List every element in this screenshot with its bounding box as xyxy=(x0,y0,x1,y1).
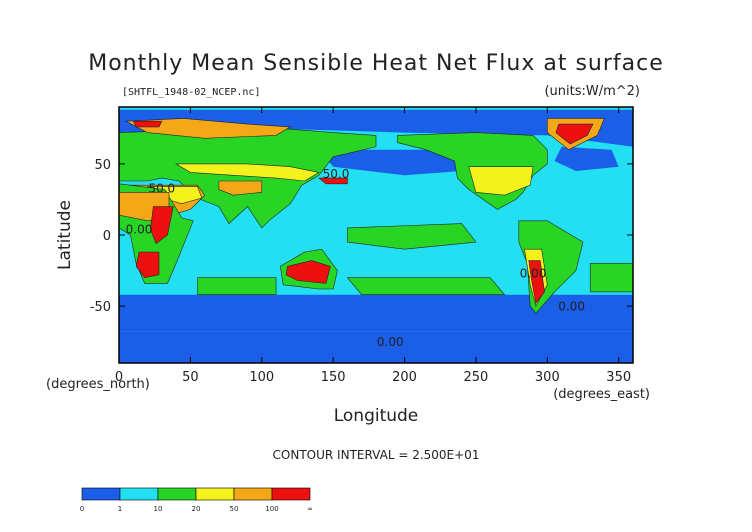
region-australia-red xyxy=(285,260,331,284)
region-atlantic-green xyxy=(589,263,633,293)
region-indian-ocean-green xyxy=(197,277,277,296)
region-south-pacific-green xyxy=(346,277,506,296)
y-unit-label: (degrees_north) xyxy=(46,377,150,392)
colorbar: 0 1 10 20 50 100 ∞ xyxy=(80,487,313,513)
chart-title: Monthly Mean Sensible Heat Net Flux at s… xyxy=(88,51,664,76)
region-eurasia xyxy=(119,126,377,229)
x-tick-label: 250 xyxy=(464,370,489,385)
x-tick-label: 50 xyxy=(182,370,199,385)
region-east-asia-red xyxy=(318,177,348,185)
y-tick-label: 50 xyxy=(94,158,111,173)
x-tick-label: 0 xyxy=(115,370,123,385)
x-tick-label: 200 xyxy=(392,370,417,385)
y-tick-label: -50 xyxy=(90,300,111,315)
region-southern-ocean-blue xyxy=(119,294,633,332)
plot-area xyxy=(119,107,633,363)
x-tick-label: 300 xyxy=(535,370,560,385)
region-north-pacific-blue xyxy=(318,149,462,176)
region-siberia-red xyxy=(132,120,163,128)
contour-labels: 50.0 50.0 0.00 0.00 0.00 0.00 xyxy=(126,167,585,349)
colorbar-level-label: ∞ xyxy=(307,505,313,513)
region-us-yellow xyxy=(468,166,534,196)
region-antarctica xyxy=(119,331,633,363)
colorbar-level-label: 20 xyxy=(192,505,201,513)
contour-label: 50.0 xyxy=(323,167,350,181)
contour-label: 50.0 xyxy=(148,181,175,195)
y-tick-label: 0 xyxy=(103,229,111,244)
x-tick-label: 350 xyxy=(606,370,631,385)
contour-label: 0.00 xyxy=(520,267,547,281)
region-central-asia-yellow xyxy=(175,163,320,182)
colorbar-swatch xyxy=(233,487,273,501)
colorbar-level-label: 0 xyxy=(80,505,84,513)
colorbar-swatch xyxy=(271,487,311,501)
contour-interval-text: CONTOUR INTERVAL = 2.500E+01 xyxy=(273,448,480,462)
colorbar-swatch xyxy=(81,487,121,501)
region-north-atlantic-blue xyxy=(554,146,619,171)
colorbar-level-label: 50 xyxy=(230,505,239,513)
colorbar-swatch xyxy=(195,487,235,501)
source-file-label: [SHTFL_1948-02_NCEP.nc] xyxy=(122,87,260,98)
region-andes-red xyxy=(528,260,545,305)
region-tibet-orange xyxy=(218,180,263,196)
x-tick-label: 150 xyxy=(321,370,346,385)
axis-ticks: 0 50 100 150 200 250 300 350 -50 0 50 xyxy=(90,107,633,385)
contour-label: 0.00 xyxy=(126,223,153,237)
colorbar-level-label: 10 xyxy=(154,505,163,513)
units-label: (units:W/m^2) xyxy=(544,84,640,99)
contour-label: 0.00 xyxy=(377,335,404,349)
region-pacific-green xyxy=(347,223,477,250)
colorbar-swatch xyxy=(119,487,159,501)
region-greenland-core xyxy=(555,123,594,145)
x-unit-label: (degrees_east) xyxy=(553,387,650,402)
x-tick-label: 100 xyxy=(249,370,274,385)
region-siberia-orange xyxy=(124,118,292,139)
colorbar-level-label: 100 xyxy=(265,505,278,513)
colorbar-swatch xyxy=(157,487,197,501)
region-east-africa-red xyxy=(150,206,174,244)
y-axis-label: Latitude xyxy=(55,200,75,270)
colorbar-level-label: 1 xyxy=(118,505,122,513)
region-arctic-ocean xyxy=(119,109,633,147)
region-kalahari-red xyxy=(135,251,160,279)
contour-label: 0.00 xyxy=(558,299,585,313)
x-axis-label: Longitude xyxy=(334,406,419,426)
